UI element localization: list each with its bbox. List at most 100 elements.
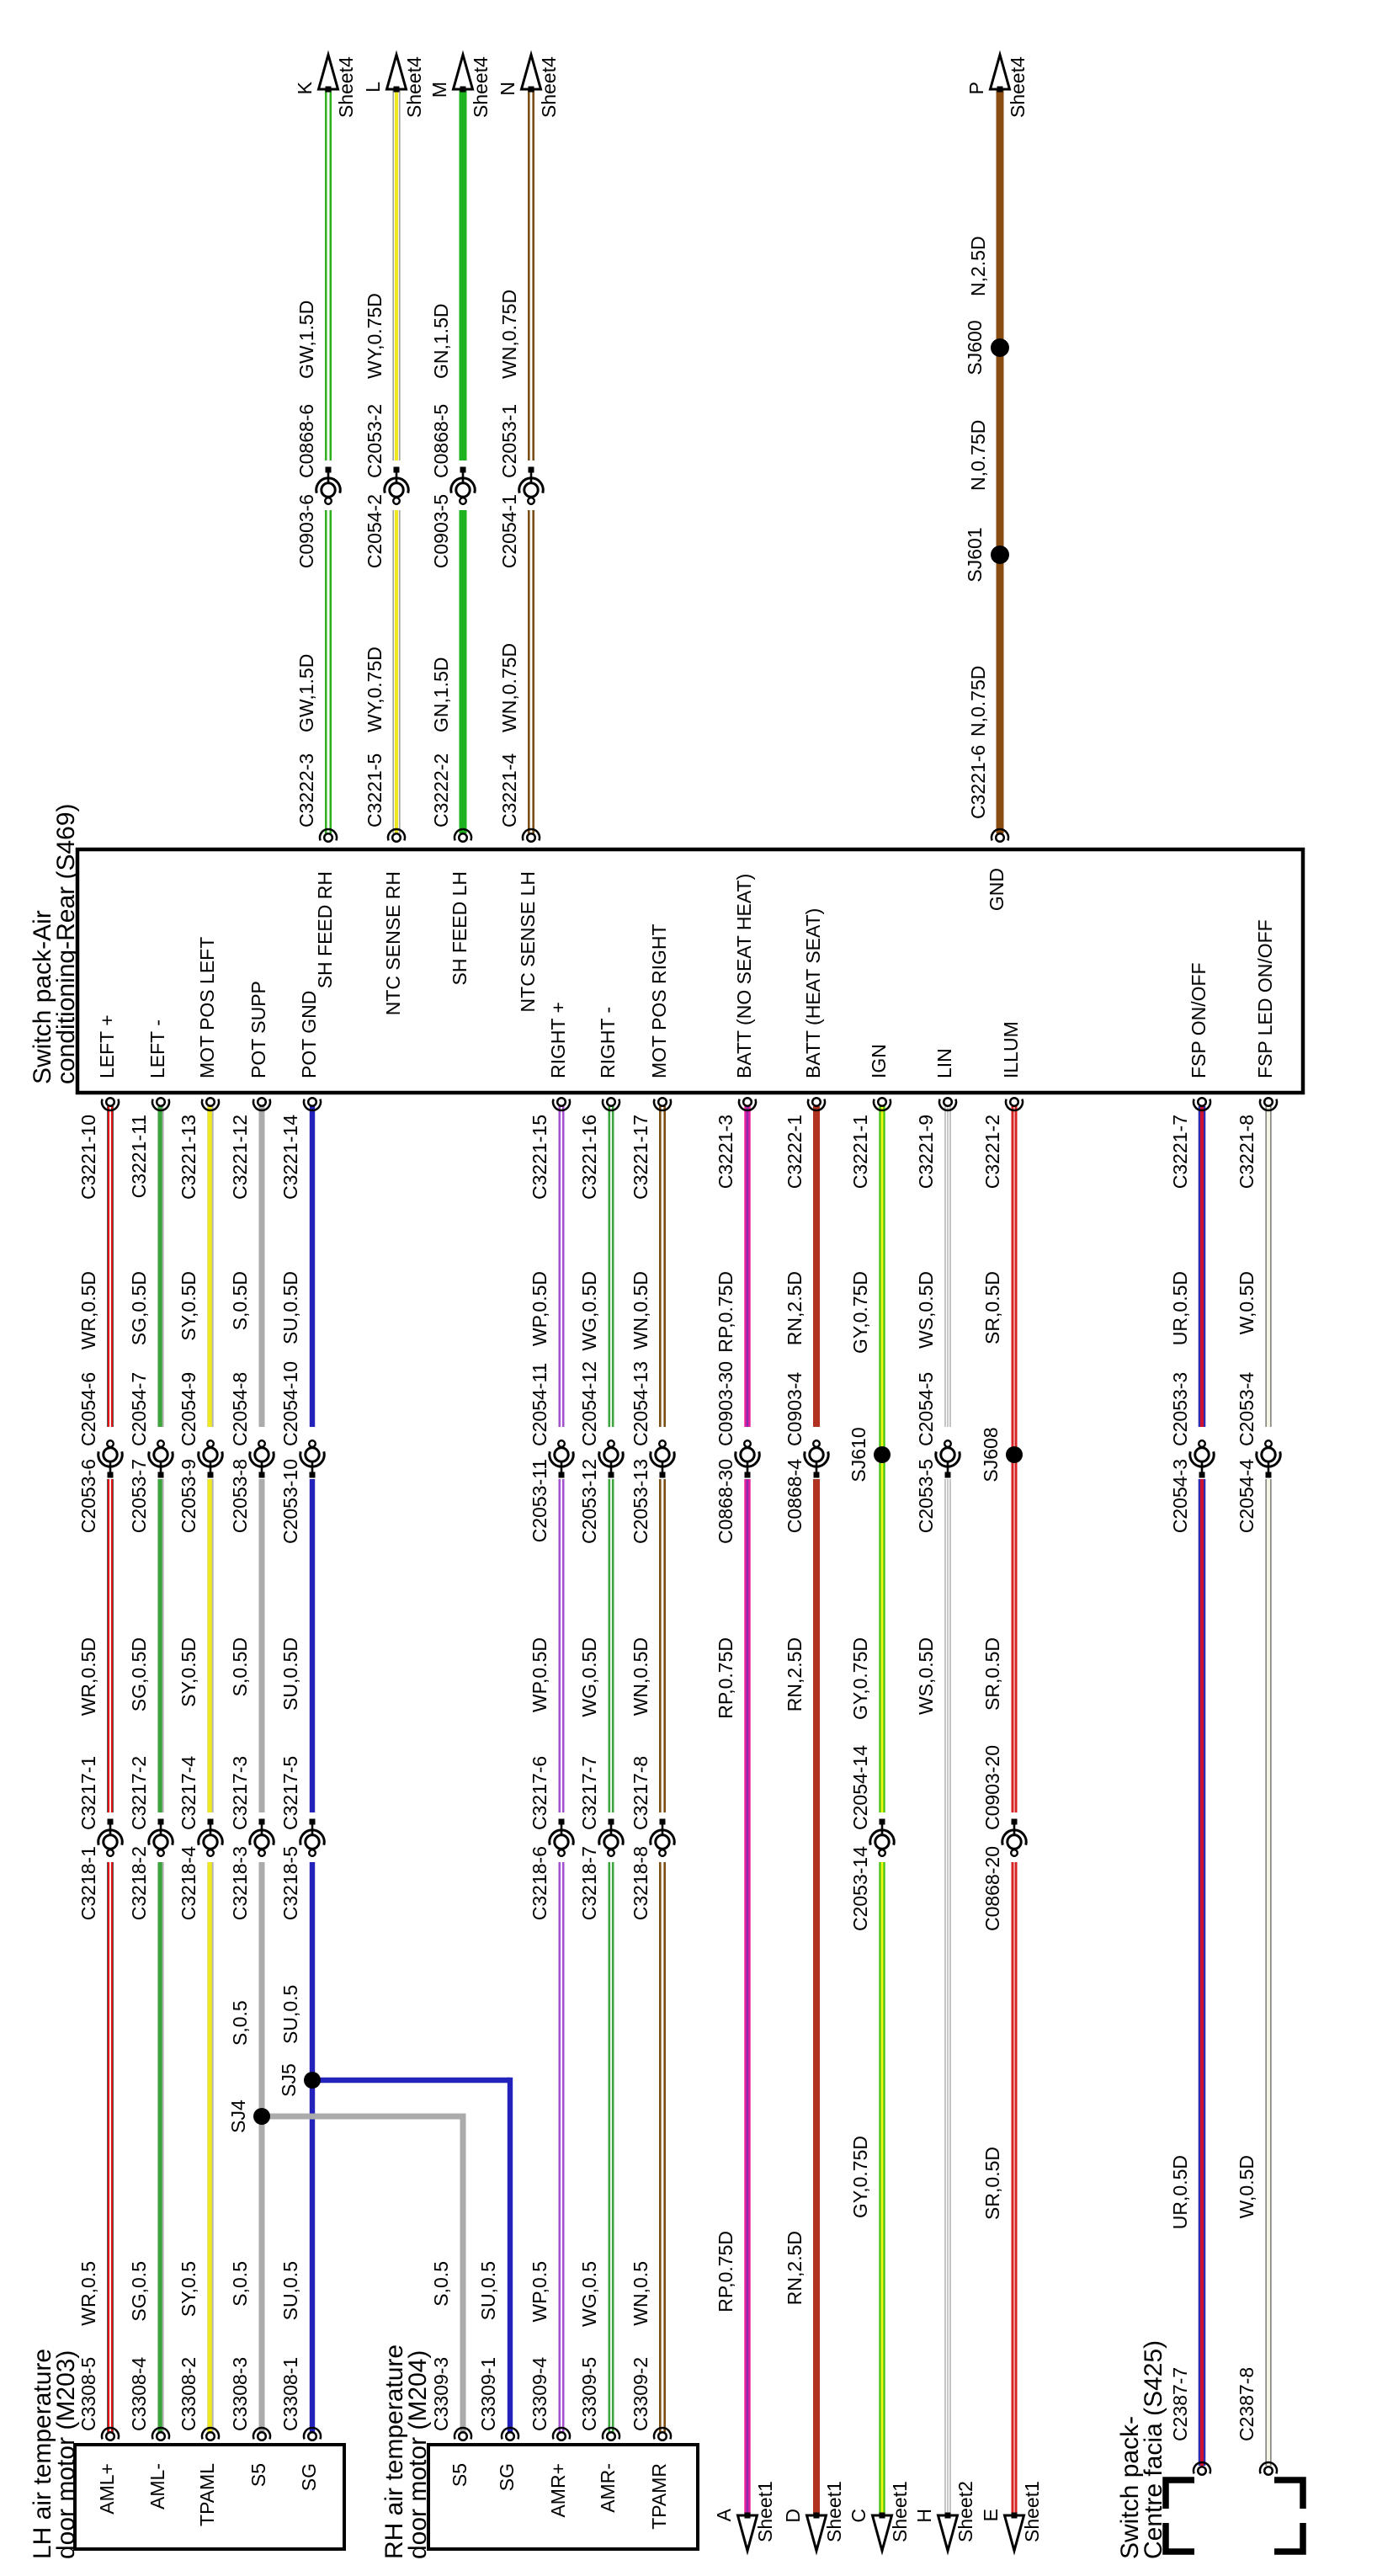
svg-text:C3217-2: C3217-2 — [128, 1756, 150, 1830]
svg-text:SR,0.5D: SR,0.5D — [981, 1271, 1003, 1344]
svg-text:SY,0.5: SY,0.5 — [178, 2261, 199, 2317]
svg-text:SJ5: SJ5 — [278, 2063, 300, 2097]
svg-text:SG: SG — [496, 2463, 518, 2491]
svg-text:MOT POS RIGHT: MOT POS RIGHT — [648, 923, 670, 1078]
svg-text:C3217-1: C3217-1 — [77, 1756, 99, 1830]
svg-text:W,0.5D: W,0.5D — [1236, 1271, 1257, 1334]
svg-text:C0903-30: C0903-30 — [715, 1361, 736, 1446]
svg-text:SY,0.5D: SY,0.5D — [178, 1637, 199, 1707]
svg-text:SJ601: SJ601 — [964, 527, 986, 582]
svg-text:C2053-3: C2053-3 — [1169, 1372, 1191, 1446]
svg-text:GY,0.75D: GY,0.75D — [849, 2136, 871, 2218]
svg-text:MOT POS LEFT: MOT POS LEFT — [196, 937, 218, 1078]
svg-text:C3309-4: C3309-4 — [529, 2357, 550, 2431]
svg-text:C0868-4: C0868-4 — [784, 1459, 805, 1533]
svg-text:SY,0.5D: SY,0.5D — [178, 1271, 199, 1341]
svg-text:TPAMR: TPAMR — [648, 2463, 670, 2530]
svg-text:Sheet4: Sheet4 — [335, 56, 357, 118]
svg-text:WY,0.75D: WY,0.75D — [364, 293, 385, 379]
svg-text:GY,0.75D: GY,0.75D — [849, 1271, 871, 1354]
svg-text:Sheet2: Sheet2 — [954, 2481, 976, 2542]
svg-text:C3218-1: C3218-1 — [77, 1846, 99, 1920]
svg-text:GY,0.75D: GY,0.75D — [849, 1637, 871, 1720]
svg-text:C2053-14: C2053-14 — [849, 1846, 871, 1931]
svg-text:UR,0.5D: UR,0.5D — [1169, 2155, 1191, 2229]
svg-text:NTC SENSE RH: NTC SENSE RH — [382, 871, 404, 1015]
svg-text:Sheet1: Sheet1 — [754, 2481, 776, 2542]
svg-text:E: E — [980, 2509, 1002, 2521]
svg-text:C3221-17: C3221-17 — [630, 1115, 651, 1200]
svg-text:C3218-3: C3218-3 — [229, 1846, 251, 1920]
svg-text:Sheet1: Sheet1 — [1021, 2481, 1043, 2542]
svg-text:C2054-7: C2054-7 — [128, 1372, 150, 1446]
svg-text:SU,0.5D: SU,0.5D — [279, 1637, 301, 1711]
svg-text:Sheet4: Sheet4 — [403, 56, 425, 118]
svg-text:door motor (M203): door motor (M203) — [52, 2350, 80, 2559]
svg-text:S,0.5: S,0.5 — [430, 2261, 452, 2307]
svg-text:SJ600: SJ600 — [964, 320, 986, 375]
svg-text:RIGHT +: RIGHT + — [547, 1002, 569, 1078]
svg-text:C2054-14: C2054-14 — [849, 1745, 871, 1830]
svg-text:C3221-8: C3221-8 — [1236, 1115, 1257, 1189]
svg-text:S5: S5 — [247, 2463, 269, 2487]
svg-text:TPAML: TPAML — [196, 2463, 218, 2526]
svg-text:C2387-7: C2387-7 — [1169, 2367, 1191, 2441]
svg-text:C2053-13: C2053-13 — [630, 1459, 651, 1544]
svg-text:WR,0.5: WR,0.5 — [77, 2261, 99, 2326]
svg-text:WN,0.75D: WN,0.75D — [498, 643, 520, 732]
svg-text:NTC SENSE LH: NTC SENSE LH — [517, 871, 539, 1012]
svg-text:SG,0.5D: SG,0.5D — [128, 1637, 150, 1711]
svg-text:RP,0.75D: RP,0.75D — [715, 1637, 736, 1719]
svg-text:C3221-4: C3221-4 — [498, 753, 520, 828]
svg-text:conditioning-Rear (S469): conditioning-Rear (S469) — [52, 803, 80, 1084]
svg-text:AMR+: AMR+ — [547, 2463, 569, 2518]
svg-text:C3308-1: C3308-1 — [279, 2357, 301, 2431]
svg-text:Sheet4: Sheet4 — [470, 56, 492, 118]
svg-text:C3221-2: C3221-2 — [981, 1115, 1003, 1189]
svg-text:C3221-5: C3221-5 — [364, 753, 385, 828]
svg-text:GN,1.5D: GN,1.5D — [430, 657, 452, 732]
svg-text:L: L — [362, 82, 384, 93]
svg-text:S,0.5: S,0.5 — [229, 2000, 251, 2046]
svg-text:C3308-5: C3308-5 — [77, 2357, 99, 2431]
svg-text:C3221-16: C3221-16 — [578, 1115, 600, 1200]
svg-text:Switch pack-Air: Switch pack-Air — [29, 910, 56, 1084]
svg-text:C2054-12: C2054-12 — [578, 1361, 600, 1446]
svg-text:RN,2.5D: RN,2.5D — [784, 1637, 805, 1711]
svg-text:WN,0.5D: WN,0.5D — [630, 1271, 651, 1349]
svg-text:SJ610: SJ610 — [848, 1427, 869, 1482]
svg-text:C2054-10: C2054-10 — [279, 1361, 301, 1446]
svg-text:C3218-7: C3218-7 — [578, 1846, 600, 1920]
svg-text:Sheet4: Sheet4 — [538, 56, 560, 118]
svg-text:M: M — [428, 82, 450, 98]
svg-text:C2054-11: C2054-11 — [529, 1363, 550, 1446]
svg-text:C3217-7: C3217-7 — [578, 1756, 600, 1830]
svg-text:BATT (HEAT SEAT): BATT (HEAT SEAT) — [802, 908, 824, 1078]
svg-text:N,0.75D: N,0.75D — [967, 666, 989, 737]
svg-text:H: H — [913, 2509, 935, 2523]
svg-text:C: C — [848, 2509, 869, 2523]
svg-text:C3309-2: C3309-2 — [630, 2357, 651, 2431]
svg-text:SU,0.5: SU,0.5 — [477, 2261, 499, 2320]
svg-text:SG: SG — [298, 2463, 320, 2491]
svg-text:C3217-5: C3217-5 — [279, 1756, 301, 1830]
svg-text:C3218-2: C3218-2 — [128, 1846, 150, 1920]
svg-text:RP,0.75D: RP,0.75D — [715, 2231, 736, 2313]
svg-text:C2053-2: C2053-2 — [364, 404, 385, 478]
svg-text:WG,0.5: WG,0.5 — [578, 2261, 600, 2327]
svg-text:C0868-20: C0868-20 — [981, 1846, 1003, 1931]
svg-text:C3221-1: C3221-1 — [849, 1115, 871, 1189]
svg-text:C3221-12: C3221-12 — [229, 1115, 251, 1200]
svg-text:C3217-3: C3217-3 — [229, 1756, 251, 1830]
svg-text:W,0.5D: W,0.5D — [1236, 2155, 1257, 2218]
svg-text:WR,0.5D: WR,0.5D — [77, 1637, 99, 1716]
svg-text:Sheet1: Sheet1 — [889, 2481, 911, 2542]
svg-text:WG,0.5D: WG,0.5D — [578, 1271, 600, 1351]
svg-text:UR,0.5D: UR,0.5D — [1169, 1271, 1191, 1345]
svg-text:Sheet4: Sheet4 — [1007, 56, 1029, 118]
svg-text:WN,0.75D: WN,0.75D — [498, 290, 520, 379]
svg-text:C2054-6: C2054-6 — [77, 1372, 99, 1446]
svg-text:RN,2.5D: RN,2.5D — [784, 2231, 805, 2305]
svg-text:C3308-3: C3308-3 — [229, 2357, 251, 2431]
svg-text:WG,0.5D: WG,0.5D — [578, 1637, 600, 1717]
